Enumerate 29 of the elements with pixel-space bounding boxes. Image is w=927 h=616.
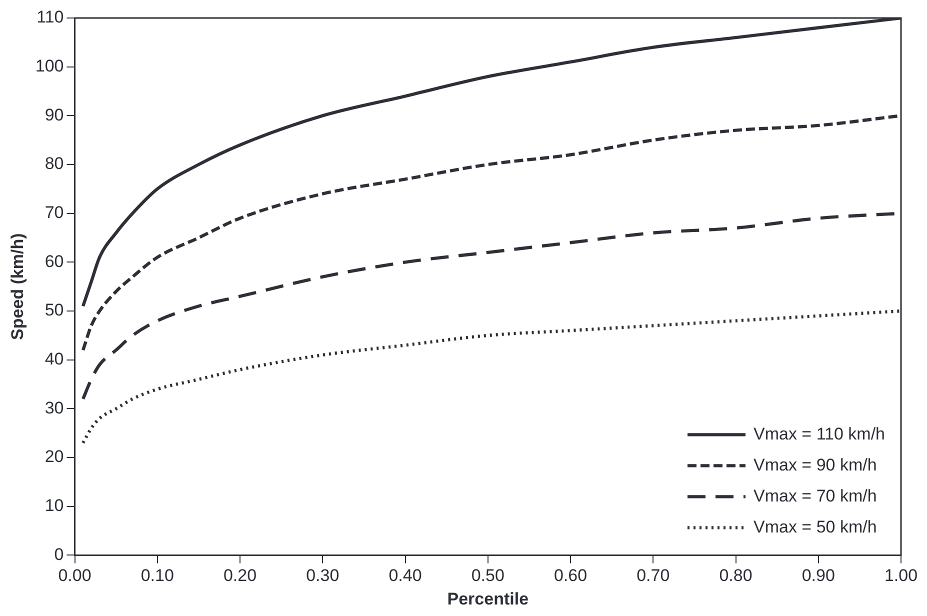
x-tick-label: 0.80 bbox=[719, 566, 752, 586]
x-tick-label: 0.40 bbox=[388, 566, 422, 586]
legend-label: Vmax = 90 km/h bbox=[754, 455, 877, 474]
y-tick-label: 50 bbox=[44, 300, 64, 320]
y-tick-label: 80 bbox=[44, 154, 64, 174]
y-tick-label: 100 bbox=[35, 56, 64, 76]
legend-label: Vmax = 70 km/h bbox=[754, 486, 877, 506]
y-tick-label: 110 bbox=[36, 8, 64, 27]
y-tick-label: 90 bbox=[44, 105, 64, 124]
x-tick-label: 0.20 bbox=[223, 566, 257, 586]
y-tick-label: 40 bbox=[44, 350, 64, 369]
y-tick-label: 10 bbox=[44, 496, 64, 516]
x-tick-label: 0.30 bbox=[306, 566, 340, 586]
x-tick-label: 0.50 bbox=[471, 566, 504, 586]
y-tick-label: 30 bbox=[44, 398, 64, 418]
legend-label: Vmax = 110 km/h bbox=[754, 424, 886, 444]
x-tick-label: 0.60 bbox=[554, 566, 588, 586]
x-tick-label: 0.00 bbox=[58, 566, 92, 586]
x-tick-label: 1.00 bbox=[884, 566, 918, 586]
x-axis-title: Percentile bbox=[447, 589, 529, 608]
x-tick-label: 0.10 bbox=[140, 566, 174, 586]
x-tick-label: 0.90 bbox=[802, 566, 835, 586]
y-tick-label: 70 bbox=[44, 203, 64, 222]
y-axis-title: Speed (km/h) bbox=[8, 233, 27, 340]
y-tick-label: 20 bbox=[44, 447, 64, 466]
x-tick-label: 0.70 bbox=[636, 566, 670, 586]
y-tick-label: 0 bbox=[54, 544, 64, 564]
legend-label: Vmax = 50 km/h bbox=[754, 517, 877, 536]
y-tick-label: 60 bbox=[44, 252, 64, 271]
